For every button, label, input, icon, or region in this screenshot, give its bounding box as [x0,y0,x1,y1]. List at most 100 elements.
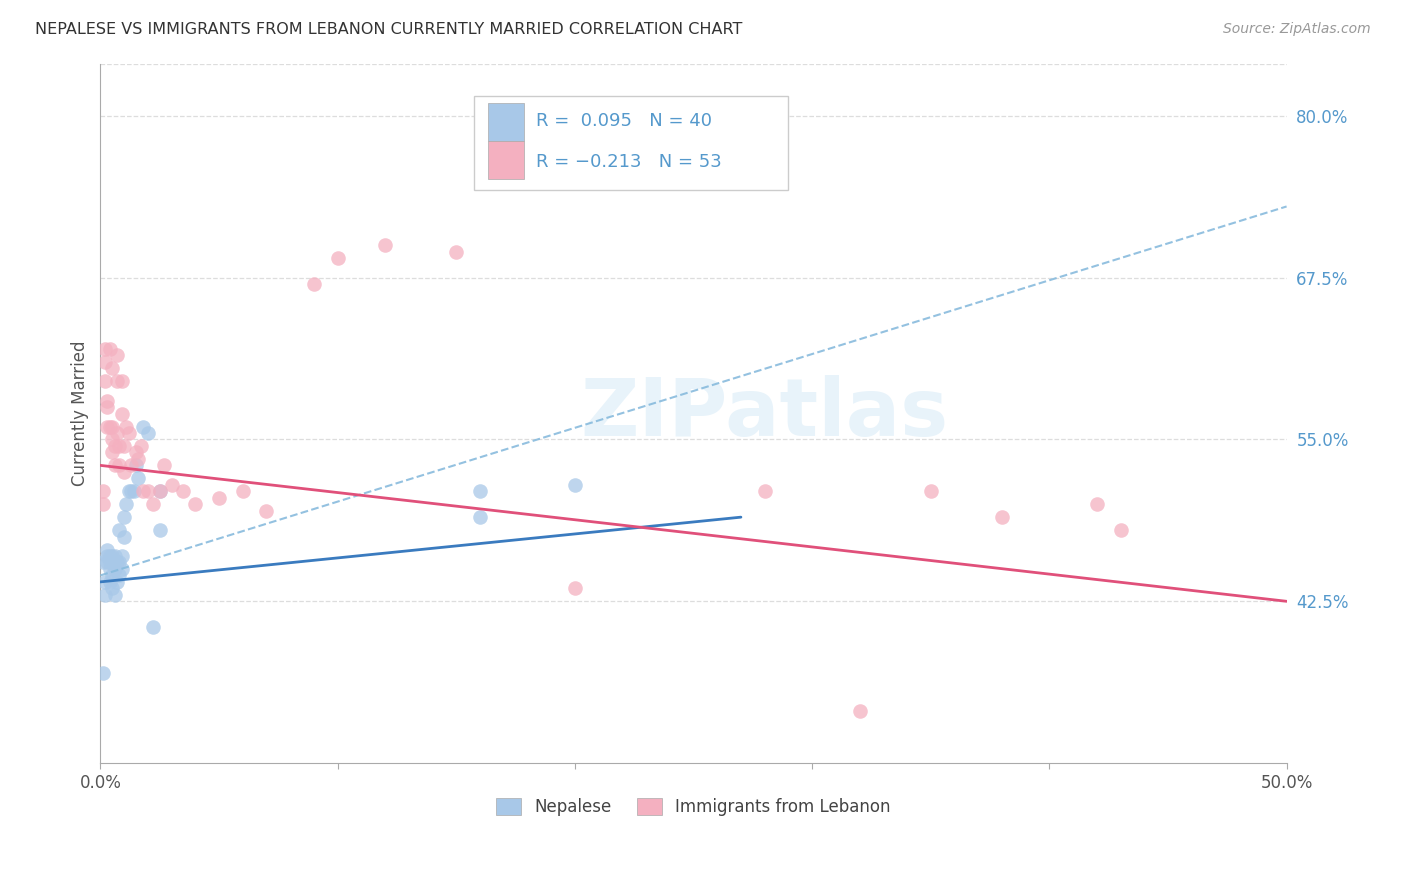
Point [98,419,121,434]
Point [115,419,138,434]
Point [1085,497,1108,511]
Point [112,510,135,524]
Point [111,549,134,563]
Point [136,484,159,499]
Point [127,451,149,466]
Point [125,445,148,459]
Text: NEPALESE VS IMMIGRANTS FROM LEBANON CURRENTLY MARRIED CORRELATION CHART: NEPALESE VS IMMIGRANTS FROM LEBANON CURR… [35,22,742,37]
Point [127,471,149,485]
Point [94,355,117,369]
Point [254,504,277,518]
Point [108,439,131,453]
Point [132,484,155,499]
Point [94,374,117,388]
Point [101,568,124,582]
Point [115,497,138,511]
Point [120,484,142,499]
Point [1109,523,1132,537]
Point [101,582,124,596]
Point [91,556,114,570]
Point [141,497,163,511]
Point [160,477,183,491]
Point [108,556,131,570]
Point [920,484,942,499]
Point [112,530,135,544]
Point [94,588,117,602]
Bar [488,141,524,179]
Point [96,419,118,434]
Point [172,484,194,499]
Point [108,568,131,582]
Point [98,342,121,356]
Point [125,458,148,473]
Point [141,620,163,634]
Point [101,549,124,563]
Point [111,374,134,388]
Point [149,523,172,537]
Point [302,277,325,292]
Text: R = −0.213   N = 53: R = −0.213 N = 53 [536,153,721,171]
Point [103,439,125,453]
Point [94,574,117,589]
Point [120,458,142,473]
Point [208,491,231,505]
Point [108,523,131,537]
Point [96,542,118,557]
Point [96,400,118,414]
Point [991,510,1014,524]
Point [96,549,118,563]
Legend: Nepalese, Immigrants from Lebanon: Nepalese, Immigrants from Lebanon [488,790,898,825]
Text: Source: ZipAtlas.com: Source: ZipAtlas.com [1223,22,1371,37]
Point [101,433,124,447]
Point [149,484,172,499]
Point [94,342,117,356]
Point [129,439,152,453]
Point [105,425,128,440]
FancyBboxPatch shape [474,95,789,190]
Point [118,425,141,440]
Point [101,445,124,459]
Point [91,665,114,680]
Point [103,549,125,563]
Point [848,704,870,718]
Point [564,477,586,491]
Point [108,458,131,473]
Point [184,497,207,511]
Point [91,484,114,499]
Point [96,556,118,570]
Point [105,574,128,589]
Point [98,549,121,563]
Point [103,458,125,473]
Point [101,419,124,434]
Point [122,484,145,499]
Point [105,374,128,388]
Point [96,393,118,408]
Bar [488,103,524,141]
Point [132,419,155,434]
Point [103,562,125,576]
Point [232,484,254,499]
Y-axis label: Currently Married: Currently Married [72,341,89,486]
Point [326,252,349,266]
Point [153,458,176,473]
Point [98,562,121,576]
Point [374,238,396,252]
Point [111,407,134,421]
Text: ZIPatlas: ZIPatlas [581,375,949,452]
Point [564,582,586,596]
Point [103,588,125,602]
Text: R =  0.095   N = 40: R = 0.095 N = 40 [536,112,711,130]
Point [91,497,114,511]
Point [105,556,128,570]
Point [754,484,776,499]
Point [98,556,121,570]
Point [112,439,135,453]
Point [98,574,121,589]
Point [444,244,467,259]
Point [112,465,135,479]
Point [149,484,172,499]
Point [111,562,134,576]
Point [136,425,159,440]
Point [105,348,128,362]
Point [118,484,141,499]
